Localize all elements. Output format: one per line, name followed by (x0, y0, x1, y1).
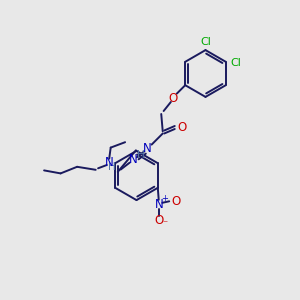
Text: H: H (137, 150, 145, 160)
Text: H: H (108, 161, 116, 172)
Text: ⁻: ⁻ (162, 220, 167, 230)
Text: O: O (171, 195, 180, 208)
Text: O: O (155, 214, 164, 227)
Text: N: N (155, 198, 164, 211)
Text: N: N (105, 156, 114, 169)
Text: Cl: Cl (230, 58, 241, 68)
Text: N: N (129, 153, 138, 167)
Text: N: N (143, 142, 152, 155)
Text: O: O (168, 92, 178, 105)
Text: Cl: Cl (200, 37, 211, 47)
Text: O: O (177, 121, 186, 134)
Text: +: + (161, 194, 168, 203)
